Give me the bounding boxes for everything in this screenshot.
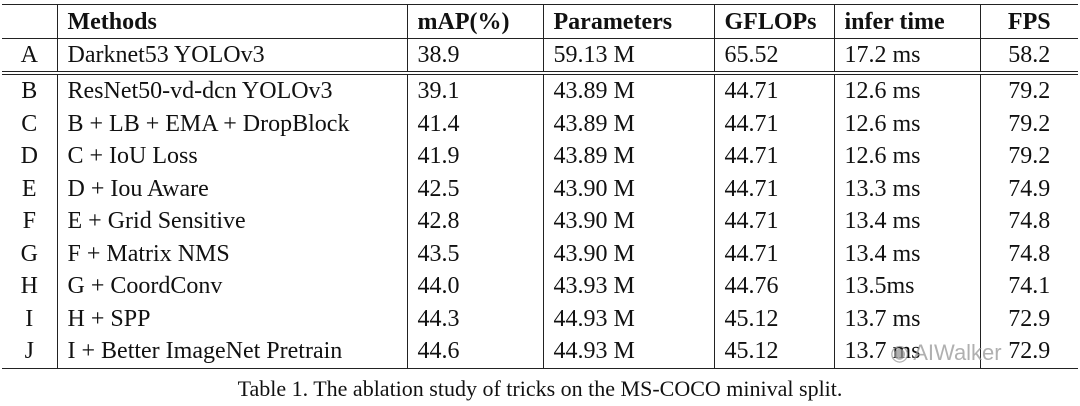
gflops-cell: 44.71 <box>713 140 835 173</box>
params-cell: 43.93 M <box>542 270 715 303</box>
infer-time-cell: 12.6 ms <box>833 140 981 173</box>
params-cell: 43.89 M <box>542 73 715 108</box>
map-cell: 39.1 <box>406 73 544 108</box>
map-cell: 41.9 <box>406 140 544 173</box>
params-cell: 43.90 M <box>542 172 715 205</box>
header-gflops: GFLOPs <box>713 4 835 39</box>
method-cell: E + Grid Sensitive <box>56 205 408 238</box>
method-cell: I + Better ImageNet Pretrain <box>56 335 408 369</box>
gflops-cell: 44.71 <box>713 107 835 140</box>
map-cell: 44.0 <box>406 270 544 303</box>
infer-time-cell: 13.3 ms <box>833 172 981 205</box>
fps-cell: 74.9 <box>979 172 1078 205</box>
header-map: mAP(%) <box>406 4 544 39</box>
header-fps: FPS <box>979 4 1078 39</box>
fps-cell: 79.2 <box>979 140 1078 173</box>
table-row: B ResNet50-vd-dcn YOLOv3 39.1 43.89 M 44.71 1… <box>2 73 1078 108</box>
method-cell: H + SPP <box>56 302 408 335</box>
method-cell: D + Iou Aware <box>56 172 408 205</box>
map-cell: 41.4 <box>406 107 544 140</box>
infer-time-cell: 13.4 ms <box>833 205 981 238</box>
row-id: C <box>2 107 58 140</box>
ablation-table: Methods mAP(%) Parameters GFLOPs infer t… <box>2 4 1078 369</box>
table-caption: Table 1. The ablation study of tricks on… <box>237 376 843 401</box>
row-id: H <box>2 270 58 303</box>
params-cell: 44.93 M <box>542 335 715 369</box>
params-cell: 43.89 M <box>542 107 715 140</box>
gflops-cell: 45.12 <box>713 335 835 369</box>
row-id: B <box>2 73 58 108</box>
method-cell: ResNet50-vd-dcn YOLOv3 <box>56 73 408 108</box>
method-cell: C + IoU Loss <box>56 140 408 173</box>
header-id <box>2 4 58 39</box>
infer-time-cell: 13.7 ms <box>833 302 981 335</box>
row-id: A <box>2 38 58 75</box>
table-header: Methods mAP(%) Parameters GFLOPs infer t… <box>2 4 1078 39</box>
method-cell: B + LB + EMA + DropBlock <box>56 107 408 140</box>
method-cell: F + Matrix NMS <box>56 237 408 270</box>
row-id: F <box>2 205 58 238</box>
fps-cell: 74.1 <box>979 270 1078 303</box>
header-methods: Methods <box>56 4 408 39</box>
row-id: I <box>2 302 58 335</box>
infer-time-cell: 13.4 ms <box>833 237 981 270</box>
map-cell: 43.5 <box>406 237 544 270</box>
header-parameters: Parameters <box>542 4 715 39</box>
map-cell: 42.5 <box>406 172 544 205</box>
gflops-cell: 44.71 <box>713 172 835 205</box>
params-cell: 44.93 M <box>542 302 715 335</box>
params-cell: 43.89 M <box>542 140 715 173</box>
gflops-cell: 44.71 <box>713 237 835 270</box>
table-row: A Darknet53 YOLOv3 38.9 59.13 M 65.52 17.2 ms… <box>2 38 1078 75</box>
method-cell: G + CoordConv <box>56 270 408 303</box>
gflops-cell: 44.76 <box>713 270 835 303</box>
method-cell: Darknet53 YOLOv3 <box>56 38 408 75</box>
gflops-cell: 44.71 <box>713 73 835 108</box>
fps-cell: 58.2 <box>979 38 1078 75</box>
infer-time-cell: 13.5ms <box>833 270 981 303</box>
gflops-cell: 65.52 <box>713 38 835 75</box>
infer-time-cell: 12.6 ms <box>833 107 981 140</box>
header-infer-time: infer time <box>833 4 981 39</box>
params-cell: 43.90 M <box>542 205 715 238</box>
row-id: E <box>2 172 58 205</box>
infer-time-cell: 17.2 ms <box>833 38 981 75</box>
header-row: Methods mAP(%) Parameters GFLOPs infer t… <box>2 4 1078 39</box>
fps-cell: 74.8 <box>979 237 1078 270</box>
fps-cell: 72.9 <box>979 302 1078 335</box>
map-cell: 42.8 <box>406 205 544 238</box>
map-cell: 44.3 <box>406 302 544 335</box>
row-id: D <box>2 140 58 173</box>
params-cell: 59.13 M <box>542 38 715 75</box>
infer-time-cell: 12.6 ms <box>833 73 981 108</box>
map-cell: 44.6 <box>406 335 544 369</box>
fps-cell: 79.2 <box>979 107 1078 140</box>
gflops-cell: 45.12 <box>713 302 835 335</box>
map-cell: 38.9 <box>406 38 544 75</box>
infer-time-cell: 13.7 ms <box>833 335 981 369</box>
params-cell: 43.90 M <box>542 237 715 270</box>
fps-cell: 72.9 <box>979 335 1078 369</box>
fps-cell: 79.2 <box>979 73 1078 108</box>
gflops-cell: 44.71 <box>713 205 835 238</box>
fps-cell: 74.8 <box>979 205 1078 238</box>
table-body: A Darknet53 YOLOv3 38.9 59.13 M 65.52 17.2 ms… <box>2 38 1078 369</box>
row-id: G <box>2 237 58 270</box>
row-id: J <box>2 335 58 369</box>
